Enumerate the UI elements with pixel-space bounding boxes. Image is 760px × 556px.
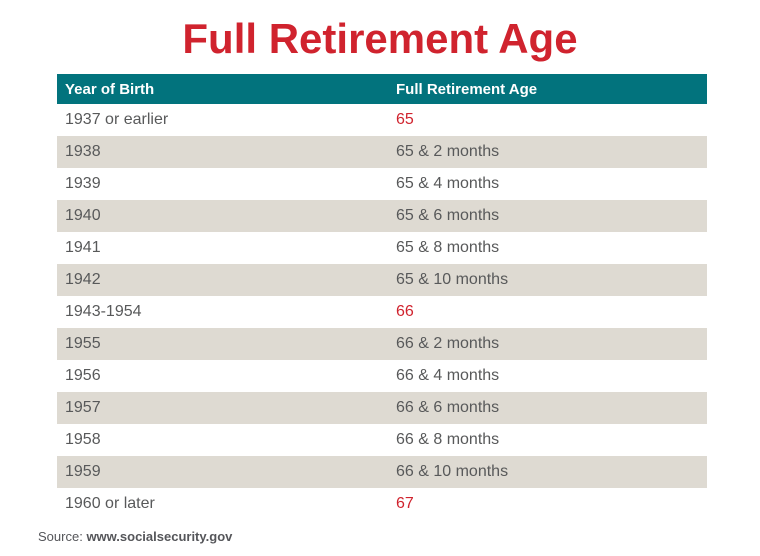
table-body: 1937 or earlier 65 1938 65 & 2 months 1939 65… <box>57 104 707 520</box>
source-note: Source: www.socialsecurity.gov <box>38 529 760 544</box>
year-of-birth-cell: 1941 <box>65 239 101 256</box>
table-row: 1955 66 & 2 months <box>57 328 707 360</box>
table-row: 1959 66 & 10 months <box>57 456 707 488</box>
table-row: 1958 66 & 8 months <box>57 424 707 456</box>
retirement-age-cell: 65 & 4 months <box>396 175 500 192</box>
year-of-birth-cell: 1959 <box>57 456 388 488</box>
retirement-age-cell: 66 & 10 months <box>388 456 707 488</box>
year-of-birth-cell: 1939 <box>65 175 101 192</box>
retirement-age-cell: 67 <box>396 495 414 512</box>
year-of-birth-cell: 1937 or earlier <box>65 111 169 128</box>
table-row: 1957 66 & 6 months <box>57 392 707 424</box>
year-of-birth-cell: 1960 or later <box>65 495 155 512</box>
retirement-age-cell: 66 <box>396 303 414 320</box>
table-row: 1941 65 & 8 months <box>57 232 707 264</box>
retirement-age-cell: 65 & 2 months <box>388 136 707 168</box>
column-header-full-retirement-age: Full Retirement Age <box>388 74 707 104</box>
retirement-age-cell: 66 & 8 months <box>396 431 500 448</box>
year-of-birth-cell: 1955 <box>57 328 388 360</box>
year-of-birth-cell: 1938 <box>57 136 388 168</box>
column-header-year-of-birth: Year of Birth <box>57 74 388 104</box>
year-of-birth-cell: 1957 <box>57 392 388 424</box>
year-of-birth-cell: 1940 <box>57 200 388 232</box>
page-title: Full Retirement Age <box>182 15 578 62</box>
table-row: 1938 65 & 2 months <box>57 136 707 168</box>
table-row: 1939 65 & 4 months <box>57 168 707 200</box>
retirement-age-cell: 65 & 8 months <box>396 239 500 256</box>
retirement-age-cell: 66 & 4 months <box>396 367 500 384</box>
retirement-age-cell: 65 & 10 months <box>388 264 707 296</box>
table-row: 1940 65 & 6 months <box>57 200 707 232</box>
table-row: 1942 65 & 10 months <box>57 264 707 296</box>
source-label: Source: <box>38 529 83 544</box>
table-row: 1960 or later 67 <box>57 488 707 520</box>
table-header-row: Year of Birth Full Retirement Age <box>57 74 707 104</box>
year-of-birth-cell: 1956 <box>65 367 101 384</box>
year-of-birth-cell: 1958 <box>65 431 101 448</box>
table-row: 1937 or earlier 65 <box>57 104 707 136</box>
source-url: www.socialsecurity.gov <box>86 529 233 544</box>
retirement-age-cell: 66 & 2 months <box>388 328 707 360</box>
retirement-age-cell: 66 & 6 months <box>388 392 707 424</box>
year-of-birth-cell: 1942 <box>57 264 388 296</box>
retirement-age-cell: 65 & 6 months <box>388 200 707 232</box>
year-of-birth-cell: 1943-1954 <box>65 303 142 320</box>
table-row: 1943-1954 66 <box>57 296 707 328</box>
retirement-age-table: Year of Birth Full Retirement Age 1937 o… <box>57 74 707 520</box>
table-row: 1956 66 & 4 months <box>57 360 707 392</box>
retirement-age-cell: 65 <box>396 111 414 128</box>
